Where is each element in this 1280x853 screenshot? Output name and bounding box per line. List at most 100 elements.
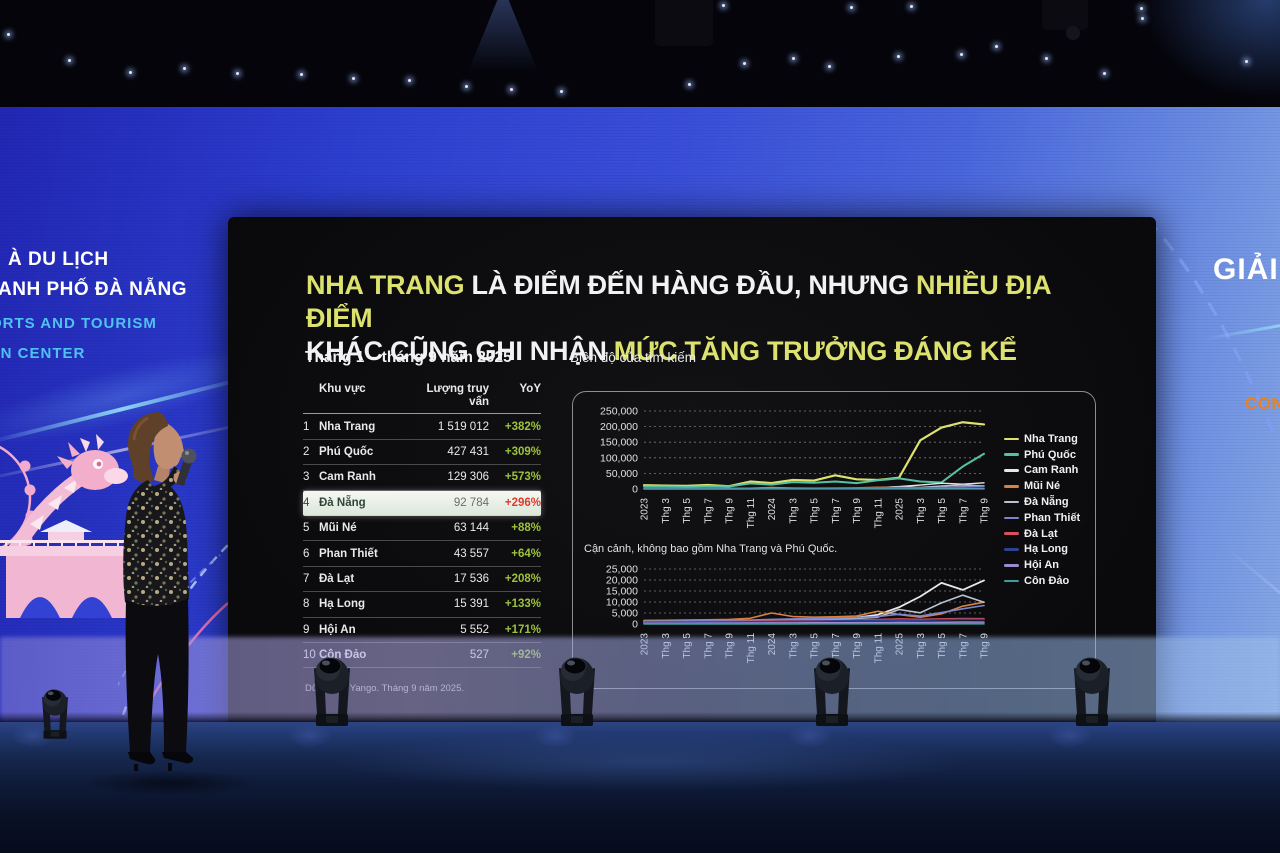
column-header-volume: Lượng truy vấn: [426, 383, 490, 409]
yoy-cell: +309%: [504, 446, 541, 459]
legend-item: Cam Ranh: [1004, 463, 1080, 479]
svg-text:15,000: 15,000: [606, 586, 638, 598]
star-light: [300, 73, 303, 76]
light-beam: [1140, 0, 1280, 100]
led-left-text-3: ORTS AND TOURISM: [0, 315, 157, 332]
star-light: [183, 67, 186, 70]
column-header-yoy: YoY: [519, 383, 541, 395]
star-light: [897, 55, 900, 58]
table-row: 3 Cam Ranh 129 306 +573%: [303, 465, 541, 491]
chart-line: [642, 421, 986, 488]
dashed-line-graphic: [1155, 225, 1279, 443]
legend-item: Đà Nẵng: [1004, 494, 1080, 510]
presenter-shadow: [80, 770, 260, 796]
table-row: 7 Đà Lạt 17 536 +208%: [303, 567, 541, 593]
volume-cell: 92 784: [453, 496, 489, 509]
svg-text:Thg 3: Thg 3: [661, 498, 672, 524]
light-reflection: [1048, 724, 1092, 748]
star-light: [828, 65, 831, 68]
table-row: 2 Phú Quốc 427 431 +309%: [303, 440, 541, 466]
legend-label: Nha Trang: [1024, 432, 1078, 445]
presenter-face: [153, 422, 186, 470]
microphone-handle: [176, 459, 192, 486]
legend-item: Côn Đảo: [1004, 573, 1080, 589]
moving-head-stage-light: [559, 657, 595, 726]
region-cell: Phan Thiết: [319, 547, 378, 560]
slide-title: NHA TRANG LÀ ĐIỂM ĐẾN HÀNG ĐẦU, NHƯNG NH…: [306, 269, 1116, 368]
star-light: [910, 5, 913, 8]
presenter: [123, 412, 197, 771]
light-beam: [468, 0, 538, 72]
table-row: 1 Nha Trang 1 519 012 +382%: [303, 414, 541, 440]
svg-text:Thg 5: Thg 5: [810, 498, 821, 524]
legend-item: Phú Quốc: [1004, 447, 1080, 463]
svg-text:Thg 9: Thg 9: [852, 498, 863, 524]
rank-cell: 9: [303, 623, 310, 636]
legend-dash-icon: [1004, 469, 1019, 472]
rank-cell: 1: [303, 420, 310, 433]
star-light: [1245, 60, 1248, 63]
moving-head-stage-light: [814, 657, 850, 726]
dragon-bridge-graphic: [0, 434, 132, 618]
table-body: 1 Nha Trang 1 519 012 +382% 2 Phú Quốc 427 431…: [303, 414, 541, 669]
yoy-cell: +573%: [504, 471, 541, 484]
star-light: [1140, 7, 1143, 10]
led-right-partial-word: CON: [1245, 394, 1280, 413]
chart-line: [643, 604, 985, 623]
svg-text:0: 0: [632, 619, 638, 631]
svg-text:Thg 3: Thg 3: [661, 633, 672, 659]
star-light: [465, 85, 468, 88]
period-label: Tháng 1 – tháng 9 năm 2025: [305, 349, 512, 366]
table-row: 9 Hội An 5 552 +171%: [303, 618, 541, 643]
star-light: [408, 79, 411, 82]
svg-text:Thg 5: Thg 5: [682, 498, 693, 524]
svg-text:2023: 2023: [640, 498, 651, 521]
led-wall: À DU LỊCH ANH PHỐ ĐÀ NẴNG ORTS AND TOURI…: [0, 107, 1280, 757]
svg-text:Thg 11: Thg 11: [746, 633, 757, 664]
title-segment: LÀ ĐIỂM ĐẾN HÀNG ĐẦU, NHƯNG: [471, 270, 916, 300]
star-light: [510, 88, 513, 91]
star-light: [352, 77, 355, 80]
svg-text:Thg 7: Thg 7: [958, 498, 969, 524]
destination-rank-table: Khu vực Lượng truy vấn YoY 1 Nha Trang 1 5…: [303, 381, 541, 669]
star-light: [850, 6, 853, 9]
legend-item: Phan Thiết: [1004, 510, 1080, 526]
volume-cell: 63 144: [453, 522, 489, 535]
legend-label: Mũi Né: [1024, 480, 1061, 493]
legend-label: Hạ Long: [1024, 543, 1068, 556]
star-light: [129, 71, 132, 74]
yoy-cell: +92%: [511, 649, 541, 662]
legend-dash-icon: [1004, 532, 1019, 535]
region-cell: Cam Ranh: [319, 471, 376, 484]
title-segment: NHA TRANG: [306, 270, 472, 300]
svg-text:Thg 9: Thg 9: [725, 633, 736, 659]
volume-cell: 129 306: [447, 471, 489, 484]
svg-text:250,000: 250,000: [600, 406, 638, 418]
yoy-cell: +171%: [504, 623, 541, 636]
star-light: [1141, 17, 1144, 20]
title-segment: KHÁC CŨNG GHI NHẬN: [306, 336, 614, 366]
legend-dash-icon: [1004, 548, 1019, 551]
star-light: [7, 33, 10, 36]
chart-line: [643, 618, 985, 624]
presenter-shoe: [128, 752, 156, 765]
svg-text:Thg 5: Thg 5: [937, 633, 948, 659]
region-cell: Đà Nẵng: [319, 496, 366, 509]
volume-cell: 427 431: [447, 446, 489, 459]
rank-cell: 6: [303, 547, 310, 560]
svg-text:Thg 3: Thg 3: [916, 498, 927, 524]
moving-head-stage-light: [314, 657, 350, 726]
svg-text:2025: 2025: [895, 498, 906, 521]
yoy-cell: +296%: [504, 496, 541, 509]
svg-text:Thg 5: Thg 5: [937, 498, 948, 524]
search-volume-chart: 250,000 200,000 150,000 100,000 50,000 0 2023 T…: [580, 399, 990, 554]
star-light: [560, 90, 563, 93]
yoy-cell: +208%: [504, 572, 541, 585]
svg-text:Thg 7: Thg 7: [831, 498, 842, 524]
star-light: [68, 59, 71, 62]
svg-text:Thg 11: Thg 11: [746, 498, 757, 529]
rank-cell: 3: [303, 471, 310, 484]
legend-item: Hạ Long: [1004, 542, 1080, 558]
legend-dash-icon: [1004, 500, 1019, 504]
